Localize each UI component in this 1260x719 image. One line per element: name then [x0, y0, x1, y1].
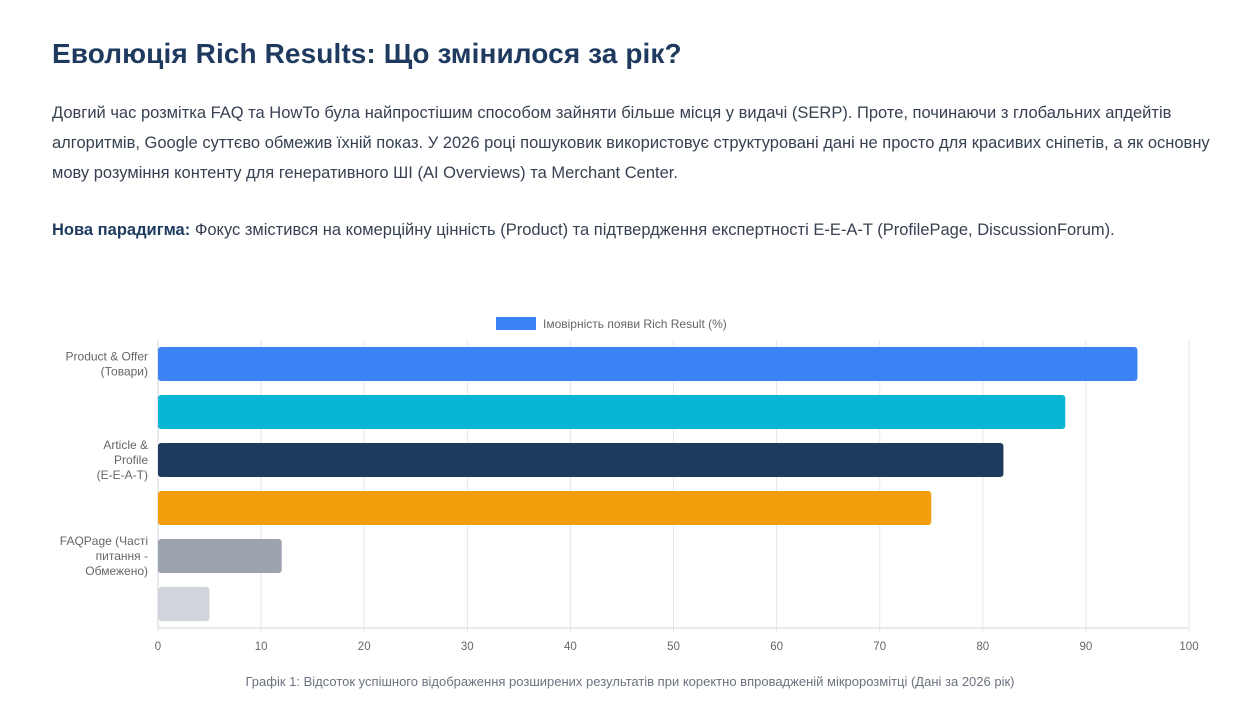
category-label: питання -: [96, 549, 148, 563]
chart-legend: Імовірність появи Rich Result (%): [496, 317, 727, 331]
bar: [158, 443, 1004, 477]
bar: [158, 395, 1066, 429]
intro-paragraph: Довгий час розмітка FAQ та HowTo була на…: [52, 104, 1210, 182]
paradigm-text: Фокус змістився на комерційну цінність (…: [190, 221, 1115, 239]
x-tick-label: 40: [564, 641, 577, 653]
bar-chart: Імовірність появи Rich Result (%) Produc…: [60, 317, 1199, 653]
paradigm-label: Нова парадигма:: [52, 221, 191, 239]
category-label: (E-E-A-T): [97, 468, 148, 482]
category-label: FAQPage (Часті: [60, 534, 148, 548]
x-tick-label: 0: [155, 641, 161, 653]
x-tick-label: 100: [1179, 641, 1198, 653]
x-tick-label: 60: [770, 641, 783, 653]
x-tick-label: 70: [873, 641, 886, 653]
category-label: Product & Offer: [66, 350, 148, 364]
x-tick-label: 90: [1080, 641, 1093, 653]
x-tick-label: 30: [461, 641, 474, 653]
chart-caption: Графік 1: Відсоток успішного відображенн…: [245, 674, 1015, 689]
bar: [158, 587, 210, 621]
category-label: (Товари): [101, 365, 148, 379]
category-label: Обмежено): [85, 564, 148, 578]
bar: [158, 539, 282, 573]
x-tick-label: 20: [358, 641, 371, 653]
x-tick-label: 50: [667, 641, 680, 653]
category-label: Article &: [103, 438, 148, 452]
chart-bars: [158, 347, 1138, 621]
bar: [158, 347, 1138, 381]
x-tick-label: 80: [976, 641, 989, 653]
category-labels: Product & Offer(Товари) Article &Profile(…: [60, 350, 149, 579]
paradigm-paragraph: Нова парадигма: Фокус змістився на комер…: [52, 215, 1212, 245]
category-label: Profile: [114, 453, 148, 467]
legend-label: Імовірність появи Rich Result (%): [543, 317, 727, 331]
page-title: Еволюція Rich Results: Що змінилося за р…: [52, 38, 682, 69]
x-tick-label: 10: [255, 641, 268, 653]
bar: [158, 491, 932, 525]
x-axis-ticks: 0 10 20 30 40 50 60 70 80 90 100: [155, 641, 1199, 653]
chart-grid: [157, 340, 1190, 633]
legend-swatch: [496, 317, 536, 330]
